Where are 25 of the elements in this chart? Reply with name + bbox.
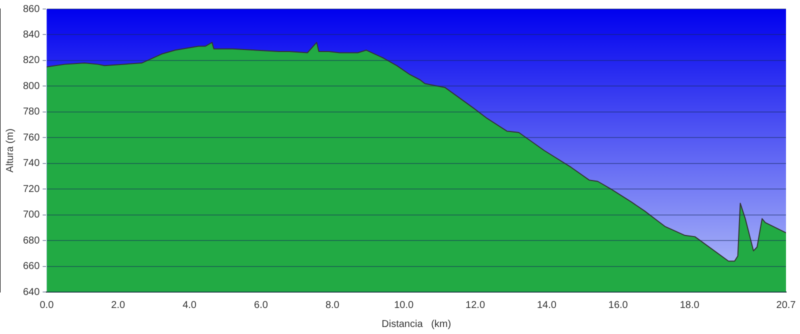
y-tick-label: 660 bbox=[22, 261, 40, 272]
y-tick-label: 840 bbox=[22, 29, 40, 40]
y-tick-label: 820 bbox=[22, 55, 40, 66]
y-tick-label: 800 bbox=[22, 80, 40, 92]
x-tick-label: 4.0 bbox=[182, 300, 197, 311]
y-tick-label: 680 bbox=[22, 235, 40, 246]
y-tick-label: 740 bbox=[22, 158, 40, 170]
y-tick-label: 700 bbox=[22, 210, 40, 221]
x-tick-label: 0.0 bbox=[40, 300, 54, 311]
x-tick-label: 10.0 bbox=[394, 300, 414, 311]
y-tick-label: 780 bbox=[22, 106, 40, 118]
x-axis-title: Distancia (km) bbox=[382, 318, 452, 330]
x-tick-label: 12.0 bbox=[466, 300, 486, 311]
x-tick-label: 8.0 bbox=[325, 300, 340, 311]
y-tick-label: 640 bbox=[22, 286, 40, 298]
x-tick-label: 18.0 bbox=[680, 300, 700, 311]
y-tick-label: 860 bbox=[22, 4, 40, 15]
x-tick-label: 14.0 bbox=[536, 300, 557, 311]
y-axis-title: Altura (m) bbox=[4, 128, 16, 172]
y-tick-label: 760 bbox=[22, 132, 40, 144]
x-tick-label: 2.0 bbox=[111, 300, 126, 311]
x-tick-label: 6.0 bbox=[254, 300, 268, 311]
x-tick-label: 16.0 bbox=[608, 300, 628, 311]
y-tick-label: 720 bbox=[22, 184, 40, 195]
x-tick-label: 20.7 bbox=[776, 300, 796, 311]
